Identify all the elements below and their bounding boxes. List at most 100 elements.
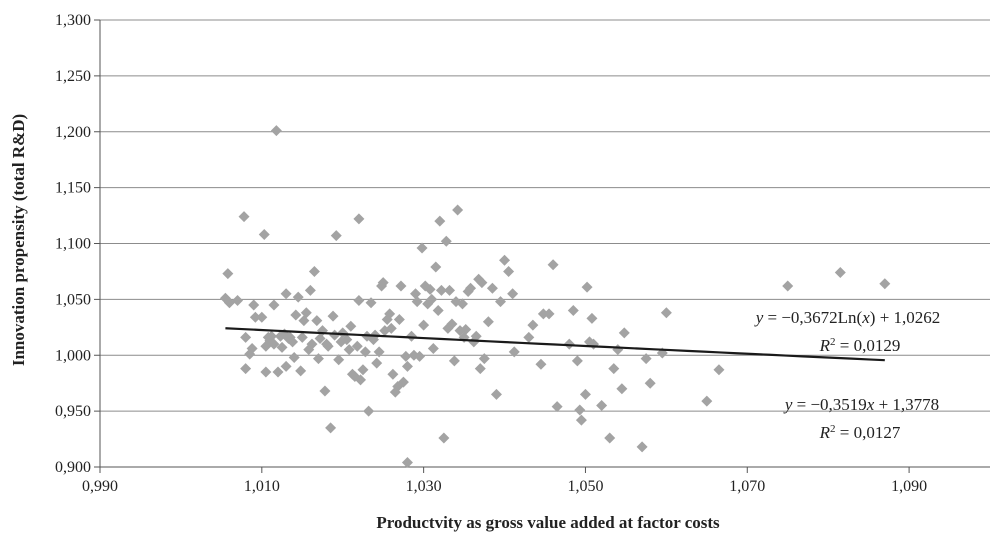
data-point-diamond: [612, 344, 624, 356]
data-point-diamond: [571, 355, 583, 367]
data-point-diamond: [432, 305, 444, 317]
data-point-diamond: [486, 282, 498, 294]
data-point-diamond: [319, 385, 331, 397]
x-tick-label: 1,030: [406, 478, 442, 495]
log-r2-label: R2 = 0,0129: [819, 336, 901, 355]
data-point-diamond: [452, 204, 464, 216]
log-r2-value: = 0,0129: [836, 336, 901, 355]
data-point-diamond: [401, 360, 413, 372]
data-point-diamond: [341, 334, 353, 346]
data-point-diamond: [246, 343, 258, 355]
data-point-diamond: [430, 261, 442, 273]
trendline: [225, 327, 885, 362]
data-point-diamond: [353, 294, 365, 306]
data-point-diamond: [543, 308, 555, 320]
data-point-diamond: [306, 338, 318, 350]
y-tick-label: 0,900: [55, 459, 91, 476]
lin-r2-r: R: [819, 423, 831, 442]
lin-eq-part1: = −0,3519: [792, 395, 866, 414]
x-axis-title: Productvity as gross value added at fact…: [376, 513, 720, 532]
data-point-diamond: [280, 288, 292, 300]
data-point-diamond: [618, 327, 630, 339]
data-point-diamond: [322, 340, 334, 352]
data-point-diamond: [365, 297, 377, 309]
data-point-diamond: [256, 311, 268, 323]
log-r2-sup: 2: [830, 336, 836, 348]
data-point-diamond: [414, 350, 426, 362]
data-point-diamond: [393, 313, 405, 325]
data-point-diamond: [470, 330, 482, 342]
data-point-diamond: [400, 350, 412, 362]
log-eq-y: y: [754, 308, 764, 327]
y-tick-label: 1,300: [55, 12, 91, 29]
log-eq-part2: ) + 1,0262: [870, 308, 941, 327]
data-point-diamond: [385, 322, 397, 334]
data-point-diamond: [384, 308, 396, 320]
data-point-diamond: [424, 283, 436, 295]
lin-eq-x: x: [866, 395, 875, 414]
data-point-diamond: [248, 299, 260, 311]
data-point-diamond: [476, 277, 488, 289]
data-point-diamond: [416, 242, 428, 254]
data-point-diamond: [325, 422, 337, 434]
data-point-diamond: [287, 336, 299, 348]
data-point-diamond: [446, 318, 458, 330]
linear-r2-label: R2 = 0,0127: [819, 423, 901, 442]
tick-labels: 0,900 0,950 1,000 1,050 1,100 1,150 1,200 1,250…: [55, 12, 927, 495]
data-point-diamond: [482, 316, 494, 328]
data-point-diamond: [434, 215, 446, 227]
data-point-diamond: [456, 298, 468, 310]
data-point-diamond: [644, 377, 656, 389]
data-point-diamond: [304, 284, 316, 296]
data-point-diamond: [547, 259, 559, 271]
data-point-diamond: [330, 230, 342, 242]
x-tick-label: 1,010: [244, 478, 280, 495]
y-axis-title: Innovation propensity (total R&D): [9, 114, 28, 366]
data-point-diamond: [355, 374, 367, 386]
log-eq-x: x: [861, 308, 870, 327]
y-tick-label: 1,050: [55, 291, 91, 308]
data-point-diamond: [240, 331, 252, 343]
data-point-diamond: [616, 383, 628, 395]
data-point-diamond: [258, 229, 270, 241]
data-point-diamond: [535, 358, 547, 370]
data-point-diamond: [387, 368, 399, 380]
x-tick-label: 1,070: [729, 478, 765, 495]
data-point-diamond: [495, 296, 506, 308]
data-point-diamond: [357, 364, 369, 376]
data-point-diamond: [604, 432, 616, 444]
lin-r2-value: = 0,0127: [836, 423, 901, 442]
data-point-diamond: [292, 291, 304, 303]
data-point-diamond: [240, 363, 252, 375]
data-point-diamond: [351, 340, 363, 352]
data-point-diamond: [444, 284, 456, 296]
log-equation-label: y = −0,3672Ln(x) + 1,0262: [754, 308, 941, 327]
data-point-diamond: [270, 125, 282, 137]
data-point-diamond: [879, 278, 891, 290]
data-point-diamond: [574, 404, 586, 416]
data-point-diamond: [586, 312, 598, 324]
x-tick-label: 0,990: [82, 478, 118, 495]
data-point-diamond: [329, 329, 341, 341]
data-point-diamond: [701, 395, 713, 407]
data-point-diamond: [327, 310, 339, 322]
data-point-diamond: [563, 338, 575, 350]
x-tick-label: 1,050: [567, 478, 603, 495]
y-tick-label: 1,250: [55, 68, 91, 85]
trendline-layer: [225, 327, 885, 362]
data-point-diamond: [575, 414, 587, 426]
data-point-diamond: [834, 267, 846, 279]
data-point-diamond: [438, 432, 450, 444]
data-point-diamond: [397, 376, 409, 388]
data-point-diamond: [296, 331, 308, 343]
data-point-diamond: [581, 281, 593, 293]
y-tick-label: 0,950: [55, 403, 91, 420]
log-r2-r: R: [819, 336, 831, 355]
axes: [94, 19, 990, 473]
data-point-diamond: [527, 319, 539, 331]
data-point-diamond: [363, 405, 375, 417]
data-point-diamond: [260, 366, 272, 378]
data-point-diamond: [223, 297, 235, 309]
data-point-diamond: [343, 344, 355, 356]
